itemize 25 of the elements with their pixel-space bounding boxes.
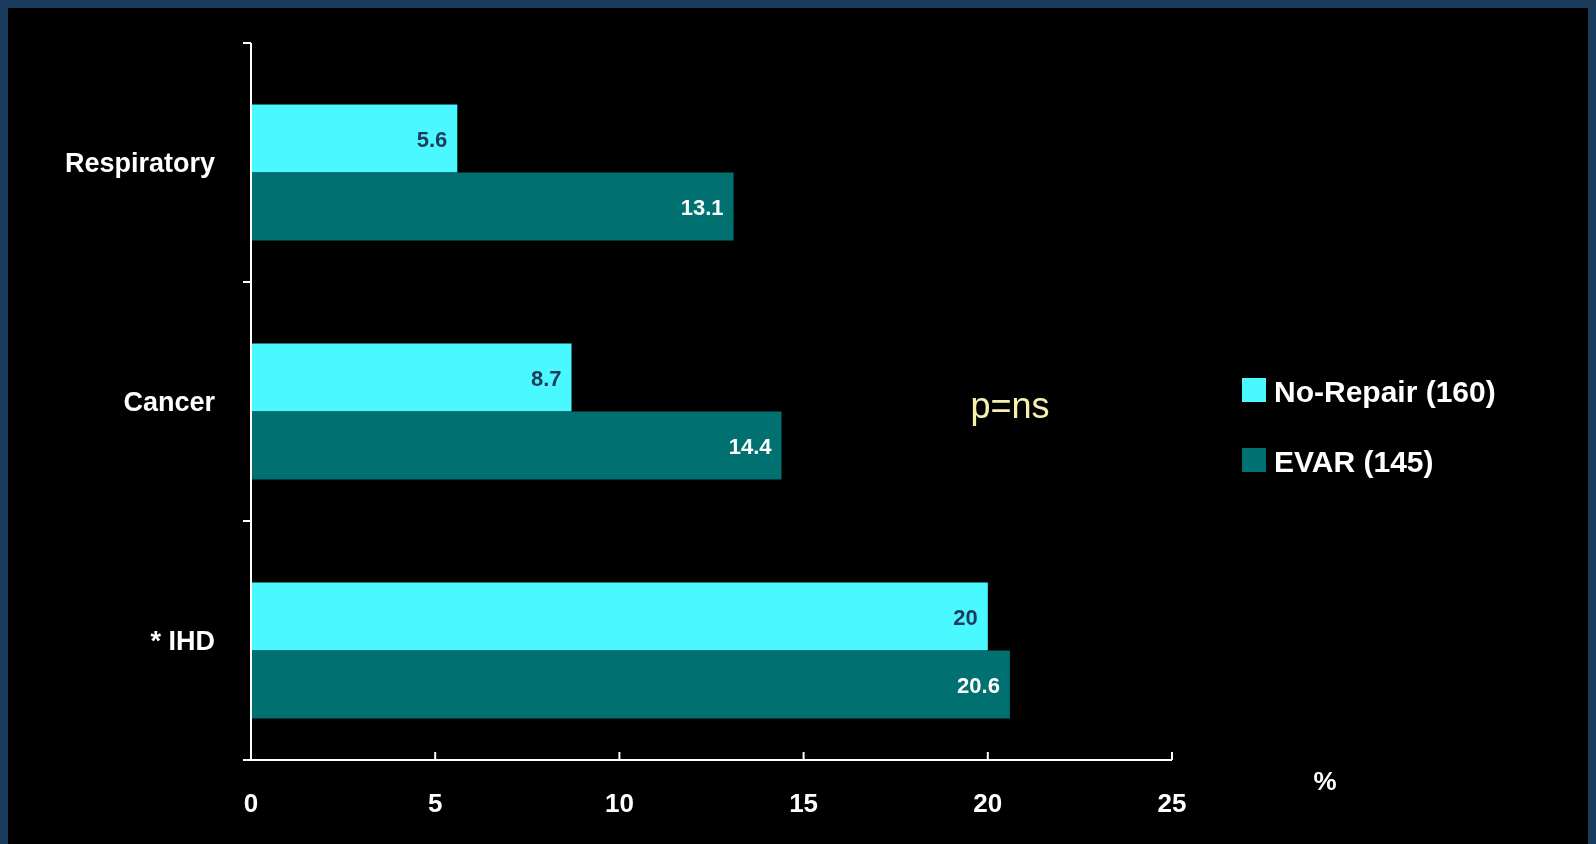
data-label: 20 (953, 604, 978, 630)
y-tick-label: Respiratory (64, 147, 215, 178)
x-tick-label: 15 (789, 788, 819, 818)
x-tick-label: 10 (604, 788, 634, 818)
x-tick-label: 25 (1157, 788, 1187, 818)
data-label: 13.1 (680, 194, 724, 220)
bar (251, 172, 734, 241)
bar (251, 582, 988, 651)
y-tick-label: * IHD (150, 625, 215, 656)
legend-label: EVAR (145) (1274, 445, 1434, 478)
annotation: p=ns (970, 385, 1050, 426)
bar (251, 343, 572, 412)
bar (251, 411, 782, 480)
data-label: 14.4 (728, 433, 773, 459)
x-axis-title: % (1313, 766, 1337, 796)
x-tick-label: 20 (973, 788, 1003, 818)
x-tick-label: 5 (427, 788, 443, 818)
data-label: 20.6 (957, 672, 1000, 698)
data-label: 5.6 (416, 126, 448, 152)
y-tick-label: Cancer (123, 386, 216, 417)
legend-label: No-Repair (160) (1274, 375, 1496, 408)
bar (251, 650, 1010, 719)
bar (251, 104, 458, 173)
data-label: 8.7 (530, 365, 562, 391)
x-tick-label: 0 (243, 788, 259, 818)
